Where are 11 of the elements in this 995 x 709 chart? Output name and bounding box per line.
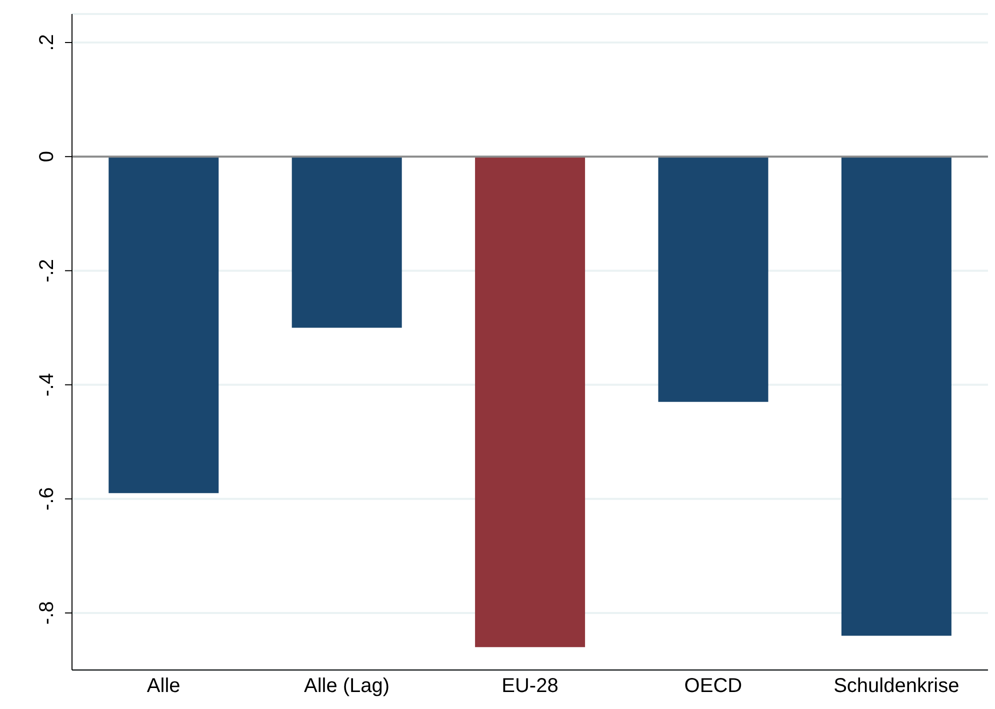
y-tick-label: -.2 (36, 259, 58, 282)
x-tick-label: Schuldenkrise (834, 675, 960, 698)
x-tick-label: Alle (Lag) (304, 675, 390, 698)
x-tick-label: EU-28 (502, 675, 558, 698)
y-tick-label: -.8 (36, 601, 58, 625)
y-tick-label: .2 (36, 34, 58, 51)
x-tick-label: OECD (684, 675, 742, 698)
y-tick-label: 0 (36, 151, 58, 162)
y-tick-label: -.6 (36, 487, 58, 511)
y-tick-label: -.4 (36, 373, 58, 396)
x-tick-label: Alle (146, 675, 180, 698)
